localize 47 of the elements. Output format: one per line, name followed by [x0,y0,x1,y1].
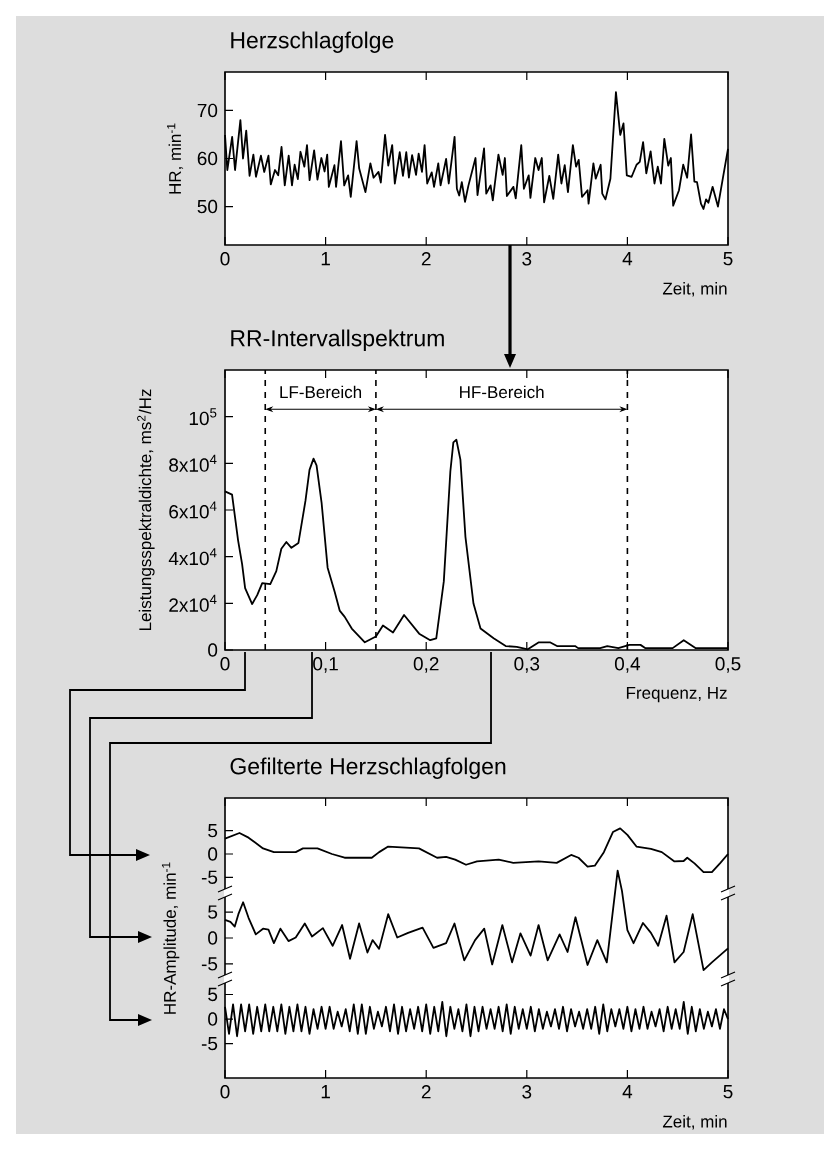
x-tick-label: 4 [622,1085,633,1099]
y-tick-label: 50 [197,199,218,214]
x-tick-label: 4 [622,252,633,266]
x-tick-label: 2 [421,1085,431,1099]
annotation: LF-Bereich [280,385,362,399]
annotation: HF-Bereich [460,385,544,399]
y-tick-label: -5 [201,957,218,971]
x-axis-title: Frequenz, Hz [626,687,727,703]
x-axis-title: Zeit, min [662,282,727,297]
x-tick-label: 0,5 [715,657,741,673]
x-tick-label: 1 [321,1085,330,1099]
y-tick-label: 5 [208,824,218,838]
y-axis-title: HR-Amplitude, min$^{-1}$ [161,862,180,1014]
x-tick-label: 0,1 [313,657,338,673]
chart-title: Gefilterte Herzschlagfolgen [230,757,506,779]
y-tick-label: 60 [197,151,218,166]
y-tick-label: 0 [208,1012,218,1026]
y-tick-label: 5 [208,987,218,1002]
y-tick-label: 8x10$^{4}$ [169,454,217,472]
x-tick-label: 3 [522,1085,532,1099]
y-tick-label: 2x10$^{4}$ [169,594,217,612]
y-tick-label: 4x10$^{4}$ [168,548,217,566]
y-tick-label: 0 [208,643,218,657]
chart-title: Herzschlagfolge [231,31,394,53]
x-tick-label: 0,4 [614,657,641,673]
x-tick-label: 5 [723,252,733,266]
x-axis-title: Zeit, min [662,1115,727,1130]
chart-title: RR-Intervallspektrum [231,329,444,351]
y-tick-label: -5 [201,1036,218,1051]
y-tick-label: 0 [208,931,218,945]
y-tick-label: 6x10$^{4}$ [169,501,217,519]
x-tick-label: 0 [220,657,230,671]
y-tick-label: 70 [197,103,218,118]
x-tick-label: 5 [723,1085,733,1099]
y-tick-label: -5 [201,870,218,884]
x-tick-label: 0,2 [413,657,439,673]
x-tick-label: 0 [220,1085,230,1099]
x-tick-label: 0 [220,252,230,266]
x-tick-label: 2 [421,252,431,266]
x-tick-label: 3 [522,252,532,266]
y-axis-title: HR, min$^{-1}$ [167,123,184,194]
y-tick-label: 5 [208,905,218,919]
x-tick-label: 0,3 [514,657,540,673]
x-tick-label: 1 [321,252,330,266]
y-axis-title: Leistungsspektraldichte, ms$^{2}$/Hz [137,389,155,631]
y-tick-label: 10$^{5}$ [189,408,217,426]
y-tick-label: 0 [208,847,218,861]
